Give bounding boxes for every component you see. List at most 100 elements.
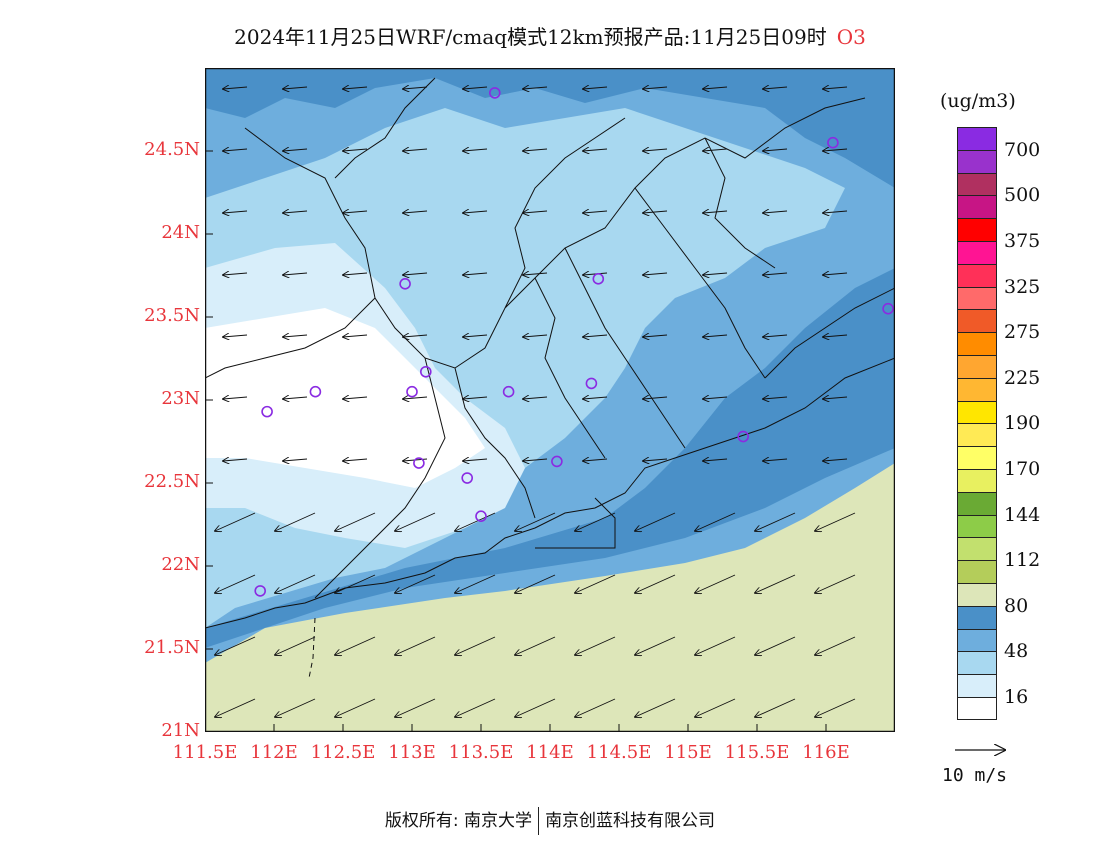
station-marker	[882, 302, 894, 315]
wind-arrow	[283, 397, 308, 399]
wind-arrow	[395, 636, 436, 655]
wind-arrow	[643, 87, 668, 89]
legend-swatch	[957, 423, 997, 447]
x-tick-label: 112.5E	[310, 742, 376, 763]
wind-arrow	[335, 698, 376, 717]
wind-arrow	[635, 636, 676, 655]
wind-arrow	[763, 149, 788, 151]
legend-swatch	[957, 332, 997, 355]
wind-arrow	[635, 512, 676, 531]
color-legend	[957, 127, 997, 720]
wind-arrow	[583, 335, 608, 337]
ozone-48-80-region	[205, 68, 895, 188]
wind-arrow	[463, 335, 488, 337]
legend-label: 112	[1004, 549, 1041, 572]
wind-arrow	[395, 512, 436, 531]
wind-arrow	[523, 459, 548, 461]
wind-arrow	[283, 335, 308, 337]
x-tick-label: 112E	[250, 742, 298, 763]
legend-label: 700	[1004, 138, 1041, 161]
wind-arrow	[763, 211, 788, 213]
wind-arrow	[823, 335, 848, 337]
wind-arrow	[815, 698, 856, 717]
wind-arrow	[815, 512, 856, 531]
wind-arrow	[403, 397, 428, 399]
legend-swatch	[957, 172, 997, 196]
wind-arrow	[703, 397, 728, 399]
wind-arrow	[455, 574, 496, 593]
wind-arrow	[335, 636, 376, 655]
wind-arrow	[455, 636, 496, 655]
legend-label: 170	[1004, 458, 1041, 480]
station-marker	[551, 455, 563, 468]
wind-arrow	[583, 459, 608, 461]
wind-arrow	[583, 273, 608, 275]
wind-arrow	[703, 149, 728, 151]
wind-arrow	[275, 512, 316, 531]
wind-arrow	[223, 87, 248, 89]
wind-arrow	[403, 149, 428, 151]
x-tick-label: 114.5E	[586, 742, 652, 763]
city-boundary	[535, 497, 616, 549]
station-marker	[413, 457, 425, 469]
wind-arrow	[703, 87, 728, 89]
wind-arrow	[463, 211, 488, 213]
wind-arrow	[815, 574, 856, 593]
wind-arrow	[695, 636, 736, 655]
legend-label: 80	[1004, 594, 1029, 617]
wind-arrow	[703, 459, 728, 461]
legend-label: 325	[1004, 275, 1041, 298]
legend-swatch	[957, 628, 997, 652]
wind-arrow	[583, 211, 608, 213]
wind-arrow	[283, 149, 308, 151]
wind-arrow	[523, 211, 548, 213]
y-tick-label: 21.5N	[144, 637, 200, 658]
wind-arrow	[403, 273, 428, 275]
wind-arrow	[515, 512, 556, 531]
wind-arrow	[343, 273, 368, 275]
wind-arrow	[343, 397, 368, 399]
y-tick-label: 23N	[161, 388, 200, 409]
wind-arrow	[455, 512, 496, 531]
forecast-map	[205, 68, 895, 732]
wind-arrow	[695, 698, 736, 717]
wind-arrow	[275, 636, 316, 655]
wind-arrow	[215, 574, 256, 593]
wind-arrow	[403, 211, 428, 213]
legend-label: 48	[1004, 640, 1029, 663]
station-marker	[309, 385, 322, 398]
wind-arrow	[583, 149, 608, 151]
legend-label: 500	[1004, 184, 1041, 207]
wind-arrow	[523, 397, 548, 399]
wind-arrow	[223, 211, 248, 213]
wind-arrow	[763, 335, 788, 337]
wind-arrow	[283, 273, 308, 275]
wind-arrow	[395, 698, 436, 717]
x-tick-label: 114E	[526, 742, 574, 763]
wind-arrow	[215, 698, 256, 717]
wind-arrow	[823, 149, 848, 151]
admin-boundaries	[205, 77, 895, 599]
wind-arrow	[515, 698, 556, 717]
legend-swatch	[957, 354, 997, 378]
wind-arrow	[335, 512, 376, 531]
wind-arrow	[275, 698, 316, 717]
wind-arrow	[523, 273, 548, 275]
y-tick-label: 23.5N	[144, 305, 200, 326]
legend-swatch	[957, 537, 997, 561]
wind-arrow	[223, 149, 248, 151]
legend-label: 144	[1004, 503, 1041, 526]
wind-arrow	[455, 698, 496, 717]
y-tick-label: 24N	[161, 222, 200, 243]
wind-arrow	[403, 87, 428, 89]
legend-swatch	[957, 560, 997, 583]
wind-arrow	[215, 512, 256, 531]
wind-arrow	[763, 273, 788, 275]
chart-title: 2024年11月25日WRF/cmaq模式12km预报产品:11月25日09时 O…	[0, 22, 1100, 52]
legend-units: (ug/m3)	[940, 90, 1016, 112]
station-marker	[827, 136, 839, 149]
x-tick-label: 113.5E	[448, 742, 514, 763]
wind-arrow	[223, 397, 248, 399]
wind-arrow	[635, 698, 676, 717]
sea-region	[205, 463, 895, 732]
